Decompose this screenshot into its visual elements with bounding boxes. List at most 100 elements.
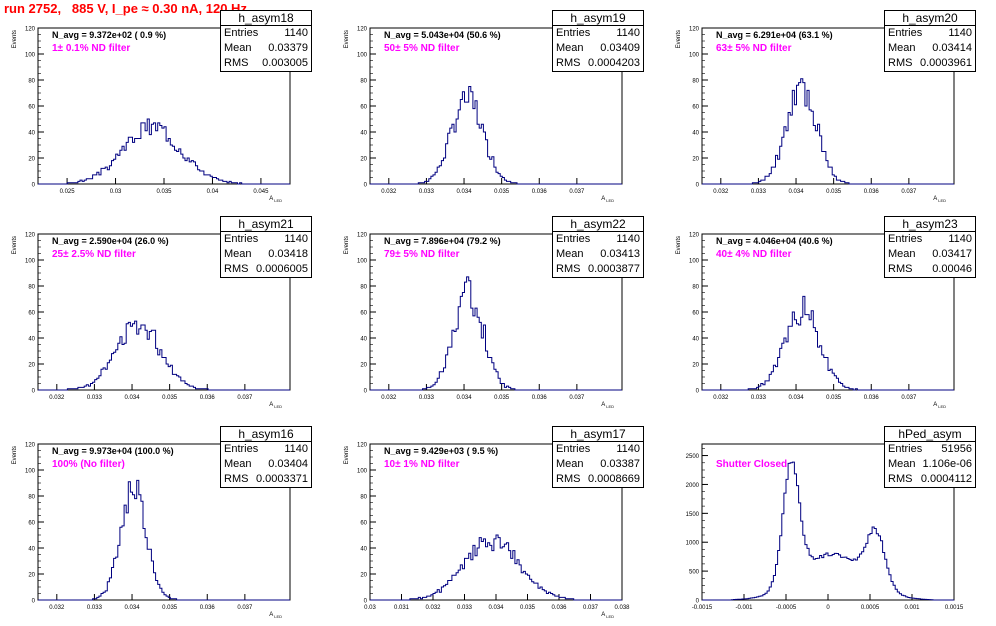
stats-box: hPed_asym Entries 51956 Mean 1.106e-06 RMS 0.0…	[884, 426, 976, 488]
filter-label: 1± 0.1% ND filter	[52, 43, 131, 54]
histogram-name: h_asym20	[885, 11, 975, 26]
x-tick-label: 0.037	[569, 395, 585, 401]
y-tick-label: 40	[692, 337, 699, 343]
x-tick-label: 0.035	[162, 605, 178, 611]
filter-label: 40± 4% ND filter	[716, 249, 792, 260]
y-tick-label: 80	[28, 495, 35, 501]
x-tick-label: 0.0015	[945, 605, 964, 611]
navg-label: N_avg = 5.043e+04 (50.6 %)	[384, 30, 501, 40]
x-tick-label: 0.031	[394, 605, 410, 611]
x-tick-label: 0.037	[569, 189, 585, 195]
x-tick-label: 0.035	[156, 189, 172, 195]
stats-entries-row: Entries 51956	[885, 442, 975, 457]
y-tick-label: 0	[32, 599, 36, 605]
filter-label: 100% (No filter)	[52, 459, 125, 470]
histogram-plot: 0 500 1000 1500 2000 2500 -0.0015 -0.001 -0.0005…	[686, 443, 964, 611]
filter-label: 63± 5% ND filter	[716, 43, 792, 54]
y-tick-label: 40	[360, 547, 367, 553]
y-tick-label: 120	[689, 27, 700, 33]
histogram-name: h_asym16	[221, 427, 311, 442]
x-tick-label: 0.037	[237, 605, 253, 611]
histogram-panel-h_asym20: 0 20 40 60 80 100 120 0.032 0.033 0.034 0.035 0.036…	[664, 10, 984, 210]
stats-box: h_asym21 Entries 1140 Mean 0.03418 RMS 0.00060…	[220, 216, 312, 278]
y-tick-label: 60	[692, 311, 699, 317]
stats-entries-label: Entries	[224, 443, 259, 455]
histogram-series	[38, 320, 290, 391]
x-tick-label: 0.034	[789, 395, 805, 401]
histogram-series	[370, 86, 622, 185]
stats-rms-label: RMS	[556, 57, 581, 69]
stats-entries-value: 1140	[284, 233, 308, 245]
y-axis-title: Events	[344, 446, 350, 464]
x-axis-title: ALED	[269, 196, 282, 203]
x-tick-label: 0.037	[901, 189, 917, 195]
histogram-series	[370, 534, 622, 601]
x-tick-label: 0.034	[789, 189, 805, 195]
histogram-plot: 0 20 40 60 80 100 120 0.03 0.031 0.032 0.033 0.034 0…	[344, 443, 630, 620]
stats-rms-label: RMS	[224, 263, 249, 275]
x-tick-label: 0.001	[904, 605, 920, 611]
x-axis-title: ALED	[269, 612, 282, 619]
y-axis-title: Events	[12, 446, 18, 464]
histogram-series	[370, 276, 622, 391]
x-tick-label: 0.034	[125, 605, 141, 611]
y-axis-title: Events	[12, 30, 18, 48]
y-tick-label: 100	[357, 259, 368, 265]
stats-rms-value: 0.0008669	[588, 473, 640, 485]
x-tick-label: -0.001	[735, 605, 753, 611]
y-tick-label: 60	[28, 105, 35, 111]
x-tick-label: 0.037	[583, 605, 599, 611]
x-tick-label: 0.032	[381, 395, 397, 401]
stats-entries-value: 1140	[284, 443, 308, 455]
x-tick-label: 0.036	[864, 189, 880, 195]
stats-rms-row: RMS 0.0003961	[885, 56, 975, 71]
stats-entries-label: Entries	[224, 233, 259, 245]
y-axis-title: Events	[12, 236, 18, 254]
y-tick-label: 80	[692, 285, 699, 291]
x-tick-label: 0.033	[419, 395, 435, 401]
histogram-plot: 0 20 40 60 80 100 120 0.032 0.033 0.034 0.035 0.036…	[12, 233, 291, 409]
stats-mean-row: Mean 0.03417	[885, 247, 975, 262]
histogram-plot: 0 20 40 60 80 100 120 0.032 0.033 0.034 0.035 0.036…	[12, 443, 291, 619]
stats-mean-row: Mean 0.03379	[221, 41, 311, 56]
stats-mean-row: Mean 0.03409	[553, 41, 643, 56]
x-tick-label: 0.035	[494, 395, 510, 401]
x-axis-title: ALED	[601, 402, 614, 409]
histogram-plot: 0 20 40 60 80 100 120 0.032 0.033 0.034 0.035 0.036…	[676, 27, 955, 203]
stats-mean-value: 0.03413	[600, 248, 640, 260]
y-tick-label: 2500	[686, 454, 700, 460]
y-tick-label: 40	[28, 547, 35, 553]
x-tick-label: 0.036	[200, 395, 216, 401]
stats-box: h_asym16 Entries 1140 Mean 0.03404 RMS 0.00033…	[220, 426, 312, 488]
histogram-name: h_asym19	[553, 11, 643, 26]
stats-rms-value: 0.0003371	[256, 473, 308, 485]
x-tick-label: 0.033	[419, 189, 435, 195]
x-tick-label: 0.033	[751, 189, 767, 195]
stats-entries-row: Entries 1140	[885, 232, 975, 247]
stats-mean-value: 0.03387	[600, 458, 640, 470]
x-tick-label: 0.036	[532, 395, 548, 401]
x-tick-label: 0.038	[614, 605, 630, 611]
y-tick-label: 60	[360, 521, 367, 527]
y-tick-label: 20	[360, 157, 367, 163]
stats-rms-row: RMS 0.0003877	[553, 262, 643, 277]
stats-rms-label: RMS	[888, 263, 913, 275]
y-tick-label: 80	[360, 79, 367, 85]
histogram-series	[702, 295, 954, 391]
y-tick-label: 0	[364, 183, 368, 189]
x-tick-label: -0.0005	[776, 605, 797, 611]
x-tick-label: 0.03	[364, 605, 376, 611]
stats-entries-row: Entries 1140	[885, 26, 975, 41]
y-axis-title: Events	[676, 236, 682, 254]
navg-label: N_avg = 4.046e+04 (40.6 %)	[716, 236, 833, 246]
y-tick-label: 40	[360, 337, 367, 343]
x-axis-title: ALED	[933, 196, 946, 203]
stats-mean-row: Mean 0.03387	[553, 457, 643, 472]
stats-entries-value: 1140	[948, 27, 972, 39]
y-tick-label: 80	[692, 79, 699, 85]
y-tick-label: 40	[360, 131, 367, 137]
histogram-panel-h_asym23: 0 20 40 60 80 100 120 0.032 0.033 0.034 0.035 0.036…	[664, 216, 984, 416]
stats-mean-label: Mean	[224, 42, 252, 54]
stats-rms-label: RMS	[888, 57, 913, 69]
